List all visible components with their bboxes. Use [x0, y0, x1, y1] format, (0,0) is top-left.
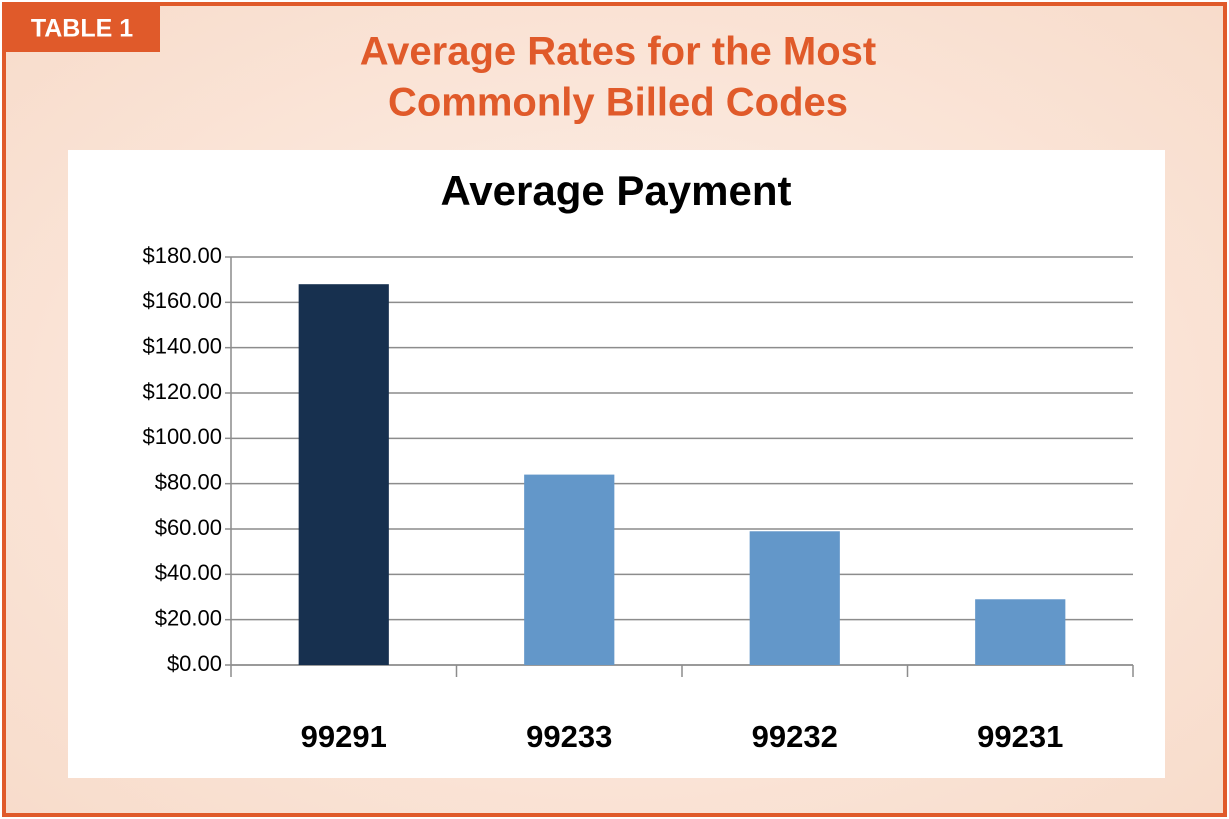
x-tick-label: 99233 [526, 719, 612, 754]
y-tick-label: $160.00 [142, 288, 222, 313]
x-tick-label: 99291 [301, 719, 387, 754]
y-tick-label: $0.00 [167, 651, 222, 676]
bar [975, 599, 1066, 665]
y-tick-label: $180.00 [142, 243, 222, 268]
chart-title: Average Payment [441, 167, 792, 214]
y-tick-label: $20.00 [155, 605, 222, 630]
bar [524, 474, 615, 665]
y-tick-label: $60.00 [155, 515, 222, 540]
bar [298, 284, 389, 665]
bar [749, 531, 840, 665]
heading-line: Commonly Billed Codes [388, 81, 848, 125]
y-tick-label: $140.00 [142, 333, 222, 358]
table-tag [4, 4, 160, 52]
heading-line: Average Rates for the Most [360, 30, 876, 74]
y-tick-label: $80.00 [155, 469, 222, 494]
y-tick-label: $100.00 [142, 424, 222, 449]
y-tick-label: $120.00 [142, 379, 222, 404]
y-tick-label: $40.00 [155, 560, 222, 585]
x-tick-label: 99232 [752, 719, 838, 754]
chart-panel [68, 150, 1165, 778]
x-tick-label: 99231 [977, 719, 1063, 754]
table-label: TABLE 1 [31, 15, 133, 43]
